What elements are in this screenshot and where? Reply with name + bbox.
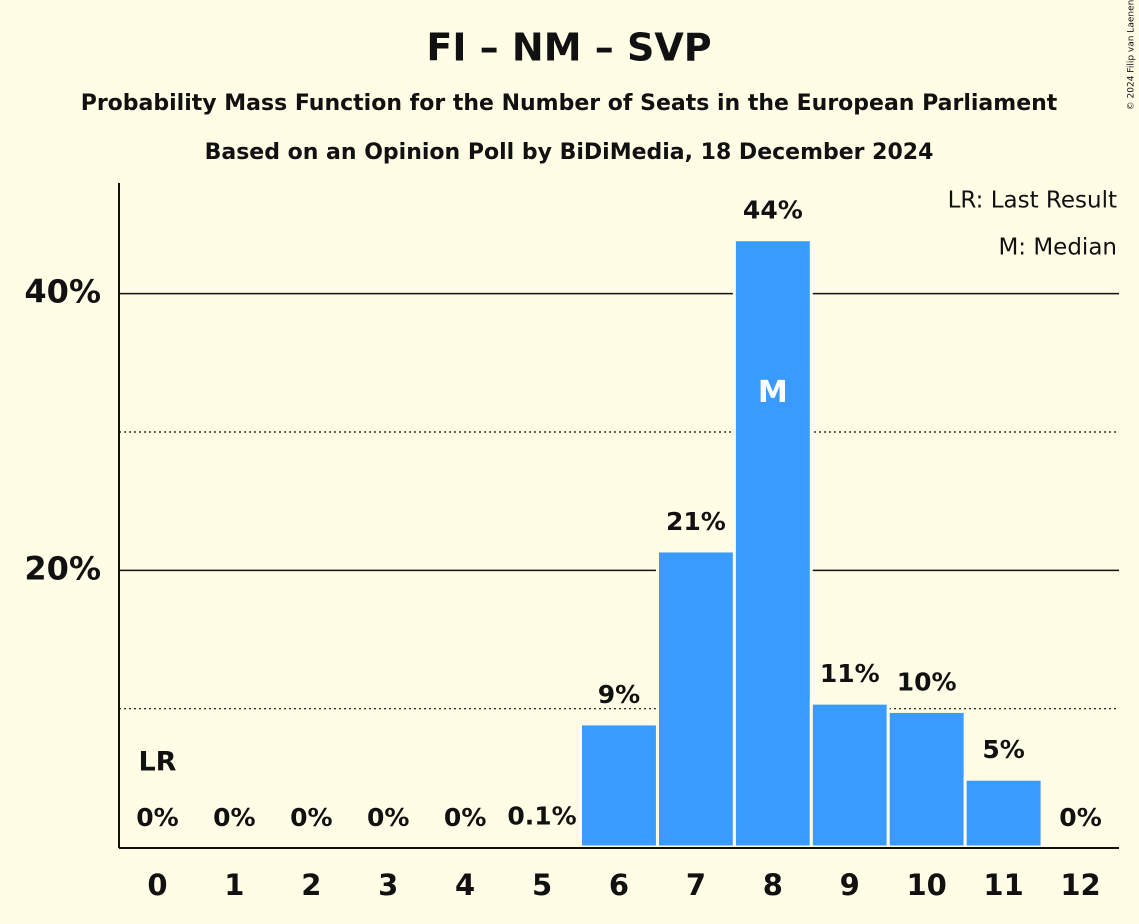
bar (886, 709, 967, 849)
bar (655, 549, 736, 849)
legend-entry: LR: Last Result (948, 188, 1117, 214)
value-label: 0% (1059, 803, 1101, 832)
x-tick-label: 8 (763, 868, 783, 902)
chart-title: FI – NM – SVP (426, 26, 711, 70)
x-tick-label: 1 (224, 868, 244, 902)
last-result-marker: LR (138, 747, 176, 778)
y-tick-label: 20% (24, 549, 101, 587)
x-tick-label: 11 (983, 868, 1023, 902)
x-tick-label: 2 (301, 868, 321, 902)
bar (732, 238, 813, 849)
x-tick-label: 9 (840, 868, 860, 902)
bar (502, 844, 583, 849)
x-tick-label: 4 (455, 868, 475, 902)
value-label: 44% (743, 196, 803, 225)
value-label: 0% (213, 803, 255, 832)
value-label: 0.1% (507, 802, 576, 831)
x-tick-label: 5 (532, 868, 552, 902)
x-tick-label: 12 (1060, 868, 1100, 902)
subtitle: Probability Mass Function for the Number… (81, 91, 1058, 116)
value-label: 11% (820, 659, 880, 688)
value-label: 10% (897, 667, 957, 696)
x-tick-label: 0 (147, 868, 167, 902)
x-tick-label: 3 (378, 868, 398, 902)
value-label: 0% (136, 803, 178, 832)
bar (963, 777, 1044, 849)
bar (809, 701, 890, 849)
subtitle: Based on an Opinion Poll by BiDiMedia, 1… (205, 140, 934, 165)
x-tick-label: 7 (686, 868, 706, 902)
value-label: 0% (367, 803, 409, 832)
value-label: 21% (666, 507, 726, 536)
x-tick-label: 10 (907, 868, 947, 902)
legend-entry: M: Median (998, 235, 1117, 261)
value-label: 9% (598, 680, 640, 709)
value-label: 5% (982, 735, 1024, 764)
credit: © 2024 Filip van Laenen (1127, 0, 1137, 110)
median-marker: M (758, 375, 788, 410)
value-label: 0% (444, 803, 486, 832)
value-label: 0% (290, 803, 332, 832)
y-tick-label: 40% (24, 273, 101, 311)
x-tick-label: 6 (609, 868, 629, 902)
bar (579, 722, 659, 849)
